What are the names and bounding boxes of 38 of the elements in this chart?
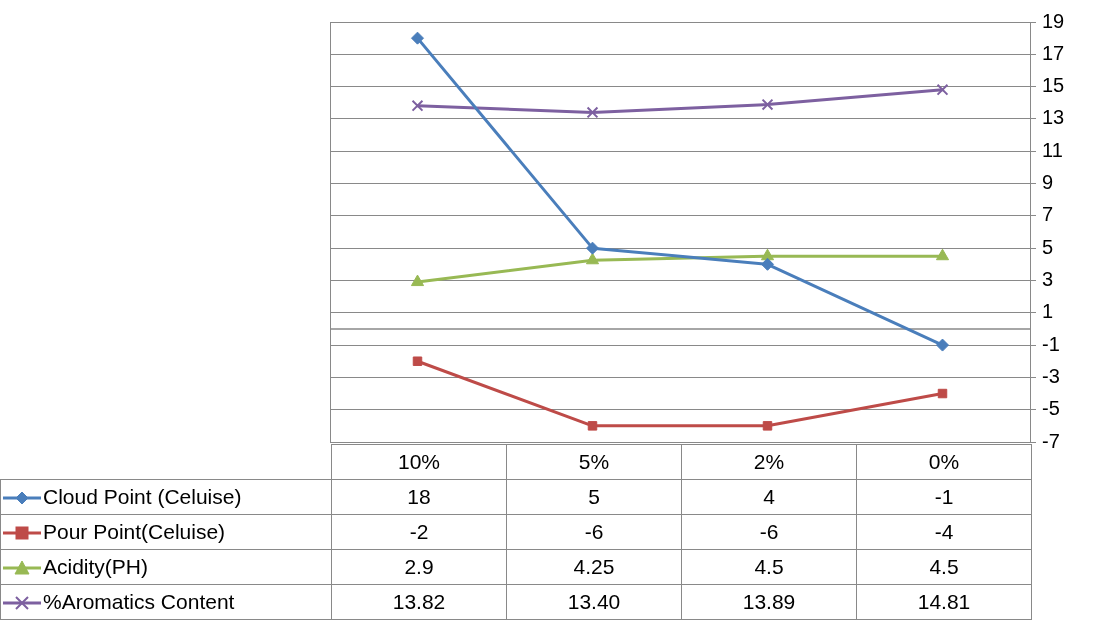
y-tick-label: 17	[1042, 41, 1065, 64]
y-tick-label: 19	[1042, 9, 1065, 32]
x-tick-label: 2%	[681, 444, 857, 480]
y-tick-label: 1	[1042, 300, 1054, 323]
y-tick-label: 11	[1042, 138, 1063, 161]
legend-label: %Aromatics Content	[0, 584, 332, 620]
data-label: 4.5	[856, 549, 1032, 585]
data-label: 4.5	[681, 549, 857, 585]
x-tick-label: 5%	[506, 444, 682, 480]
y-tick-label: 13	[1042, 106, 1065, 129]
data-label: -1	[856, 479, 1032, 515]
data-label: 2.9	[331, 549, 507, 585]
data-label: 18	[331, 479, 507, 515]
data-label: -6	[506, 514, 682, 550]
data-label: -4	[856, 514, 1032, 550]
data-label: -2	[331, 514, 507, 550]
y-tick-label: -7	[1042, 429, 1060, 452]
legend-label: Pour Point(Celuise)	[0, 514, 332, 550]
data-label: 13.82	[331, 584, 507, 620]
y-tick-label: -1	[1042, 332, 1060, 355]
data-label: 14.81	[856, 584, 1032, 620]
y-tick-label: 9	[1042, 171, 1054, 194]
data-label: 4	[681, 479, 857, 515]
data-label: 13.89	[681, 584, 857, 620]
data-label: 4.25	[506, 549, 682, 585]
y-tick-label: -3	[1042, 364, 1060, 387]
y-tick-label: 15	[1042, 74, 1065, 97]
data-label: 5	[506, 479, 682, 515]
y-tick-label: 7	[1042, 203, 1054, 226]
y-tick-label: -5	[1042, 397, 1060, 420]
data-label: -6	[681, 514, 857, 550]
x-tick-label: 10%	[331, 444, 507, 480]
x-tick-label: 0%	[856, 444, 1032, 480]
y-tick-label: 3	[1042, 267, 1054, 290]
data-label: 13.40	[506, 584, 682, 620]
legend-label: Cloud Point (Celuise)	[0, 479, 332, 515]
y-tick-label: 5	[1042, 235, 1054, 258]
legend-label: Acidity(PH)	[0, 549, 332, 585]
